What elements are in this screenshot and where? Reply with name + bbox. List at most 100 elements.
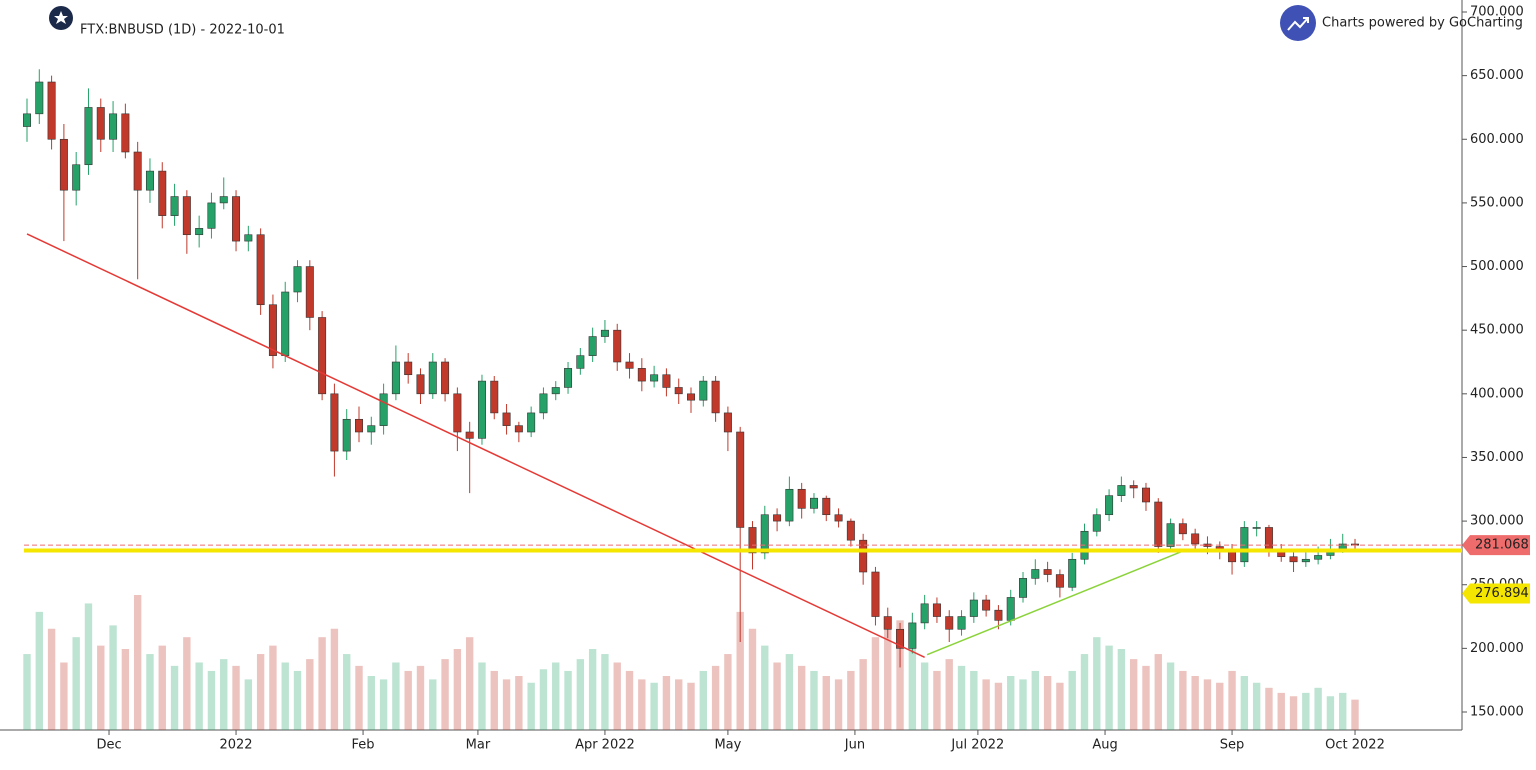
y-tick-label: 550.000 (1470, 195, 1524, 210)
volume-bar (1351, 699, 1359, 730)
y-tick-label: 350.000 (1470, 450, 1524, 465)
branding[interactable]: Charts powered by GoCharting (1322, 16, 1523, 31)
candle-body (896, 628, 905, 649)
candle-body (182, 196, 191, 236)
volume-bar (933, 670, 941, 730)
candle-body (564, 368, 573, 388)
volume-bar (736, 611, 744, 730)
candle-body (121, 113, 130, 153)
volume-bar (896, 620, 904, 730)
candle-body (527, 412, 536, 433)
volume-bar (35, 611, 43, 730)
volume-bar (318, 637, 326, 730)
volume-bar (1080, 654, 1089, 730)
candle-body (674, 387, 683, 395)
volume-bar (588, 649, 597, 730)
volume-bar (133, 595, 142, 730)
volume-bar (293, 670, 302, 730)
candle-body (625, 361, 634, 369)
volume-bar (60, 662, 68, 730)
candle-body (1006, 597, 1015, 621)
volume-bar (1105, 645, 1113, 730)
volume-bar (1129, 659, 1138, 730)
candle-body (1264, 527, 1273, 550)
volume-bar (1043, 676, 1052, 730)
volume-bar (834, 679, 843, 730)
volume-bar (650, 682, 658, 730)
volume-bar (1228, 670, 1236, 730)
candle-body (318, 317, 327, 395)
candle-body (1314, 555, 1323, 560)
volume-bar (1068, 670, 1076, 730)
volume-bar (797, 665, 806, 730)
candle-body (1252, 527, 1261, 529)
volume-bar (957, 665, 966, 730)
brand-logo[interactable] (1280, 5, 1316, 41)
candle-body (355, 418, 363, 433)
candle-body (822, 497, 831, 516)
volume-bar (269, 645, 277, 730)
candle-body (859, 539, 868, 573)
volume-bar (687, 682, 695, 730)
volume-bar (72, 637, 80, 730)
x-tick-label: Jul 2022 (950, 738, 1004, 753)
candle-body (969, 599, 978, 617)
volume-bar (429, 679, 437, 730)
volume-bar (847, 670, 855, 730)
candle-body (1154, 501, 1163, 547)
candle-body (477, 380, 486, 439)
candle-body (391, 361, 400, 395)
volume-bar (490, 670, 498, 730)
volume-bar (613, 662, 621, 730)
candle-body (994, 609, 1003, 621)
volume-bar (404, 670, 412, 730)
volume-bar (1339, 692, 1347, 730)
candle-body (785, 488, 794, 522)
candle-body (846, 520, 855, 541)
candle-body (920, 603, 929, 624)
volume-bar (539, 669, 548, 730)
candle-body (514, 425, 523, 433)
volume-bar (515, 676, 523, 730)
candle-body (342, 418, 351, 452)
candle-body (1031, 569, 1040, 579)
candle-body (416, 374, 425, 395)
candle-body (637, 368, 646, 382)
volume-bar (330, 628, 339, 730)
candle-body (908, 622, 917, 649)
x-tick-label: Apr 2022 (575, 738, 635, 753)
volume-bar (465, 637, 474, 730)
last-price-label: 281.068 (1475, 538, 1529, 553)
volume-bar (908, 645, 917, 730)
candle-body (145, 170, 154, 191)
candle-body (281, 291, 290, 356)
y-tick-label: 500.000 (1470, 259, 1524, 274)
level-box (1462, 583, 1530, 604)
volume-bar (207, 670, 216, 730)
candle-body (1117, 485, 1126, 496)
volume-bar (1203, 679, 1212, 730)
candle-body (293, 266, 302, 293)
volume-bar (638, 679, 646, 730)
candle-body (760, 514, 769, 554)
candle-body (1043, 569, 1052, 575)
y-tick-label: 200.000 (1470, 641, 1524, 656)
volume-bar (1019, 679, 1027, 730)
candle-body (1240, 527, 1249, 563)
volume-bar (84, 603, 93, 730)
y-tick-label: 650.000 (1470, 68, 1524, 83)
candle-body (84, 107, 93, 166)
volume-bar (1216, 682, 1224, 730)
candle-body (1092, 514, 1101, 532)
candle-body (871, 571, 880, 617)
last-price-box (1462, 535, 1530, 556)
volume-bar (1240, 676, 1249, 730)
candle-body (834, 514, 843, 522)
volume-bar (195, 662, 203, 730)
volume-bar (810, 670, 818, 730)
candle-body (687, 393, 695, 401)
volume-bar (970, 670, 978, 730)
candle-body (662, 374, 671, 388)
volume-bar (1265, 687, 1273, 730)
